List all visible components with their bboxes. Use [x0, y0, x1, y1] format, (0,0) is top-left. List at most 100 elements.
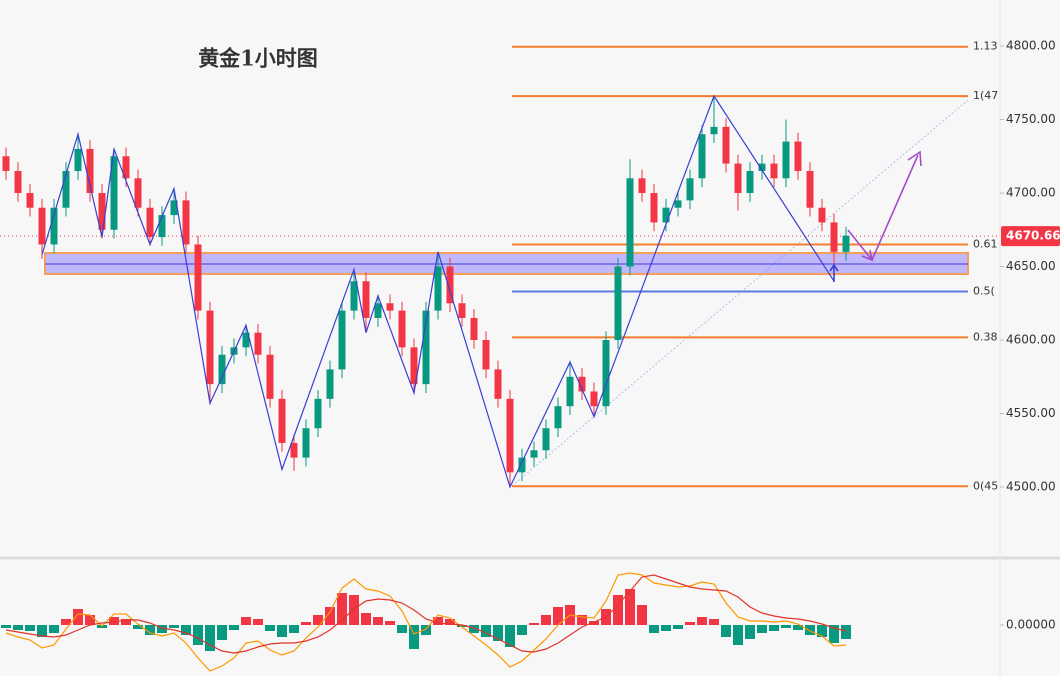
histogram-bar: [349, 595, 359, 625]
candle-body: [374, 303, 382, 318]
candle-body: [686, 178, 694, 201]
candle-body: [26, 193, 34, 208]
histogram-bar: [553, 607, 563, 625]
candle-body: [38, 207, 46, 245]
candle-body: [782, 141, 790, 179]
candle-body: [506, 398, 514, 473]
histogram-bar: [781, 625, 791, 628]
candle-body: [578, 376, 586, 392]
fib-label: 1.13: [973, 40, 998, 53]
candle-body: [134, 178, 142, 208]
candle-body: [86, 148, 94, 194]
fib-label: 1(47: [973, 89, 998, 102]
histogram-bar: [757, 625, 767, 633]
y-tick-label: 4550.00: [1006, 406, 1056, 420]
histogram-bar: [385, 621, 395, 625]
candle-body: [830, 222, 838, 252]
histogram-bar: [121, 619, 131, 625]
candle-body: [182, 200, 190, 245]
candle-body: [698, 134, 706, 179]
histogram-bar: [493, 625, 503, 641]
candle-body: [110, 156, 118, 230]
histogram-bar: [109, 617, 119, 625]
candle-body: [74, 148, 82, 171]
histogram-bar: [409, 625, 419, 649]
candle-body: [638, 178, 646, 194]
histogram-bar: [649, 625, 659, 633]
fib-label: 0.5(: [973, 285, 995, 298]
candle-body: [194, 244, 202, 311]
candle-body: [530, 450, 538, 458]
candle-body: [770, 163, 778, 179]
candle-body: [710, 126, 718, 135]
candle-body: [242, 332, 250, 348]
histogram-bar: [529, 623, 539, 625]
candle-body: [254, 332, 262, 355]
histogram-bar: [829, 625, 839, 643]
candle-body: [14, 170, 22, 194]
signal-arrowhead: [829, 263, 839, 272]
candle-body: [614, 266, 622, 341]
candle-body: [314, 398, 322, 429]
candle-body: [302, 428, 310, 458]
histogram-bar: [181, 625, 191, 635]
y-tick-label: 4600.00: [1006, 333, 1056, 347]
histogram-bar: [577, 615, 587, 625]
signal-line: [5, 574, 847, 654]
candle-body: [290, 442, 298, 458]
histogram-bar: [421, 625, 431, 635]
histogram-bar: [337, 593, 347, 625]
histogram-bar: [517, 625, 527, 635]
histogram-bar: [589, 621, 599, 625]
candle-body: [794, 141, 802, 171]
candle-body: [446, 266, 454, 304]
histogram-bar: [25, 625, 35, 631]
histogram-bar: [733, 625, 743, 645]
candle-body: [674, 200, 682, 208]
histogram-bar: [361, 613, 371, 625]
candle-body: [362, 281, 370, 318]
candle-body: [842, 235, 850, 252]
zone: [44, 251, 969, 276]
histogram-bar: [313, 615, 323, 625]
candle-body: [722, 126, 730, 164]
histogram-bar: [49, 625, 59, 633]
histogram-bar: [721, 625, 731, 637]
histogram-bar: [457, 625, 467, 627]
forecast-arrowhead: [861, 249, 874, 262]
histogram-bar: [445, 619, 455, 625]
candle-body: [266, 354, 274, 399]
last-price-box: [1001, 226, 1060, 247]
histogram-bar: [433, 617, 443, 625]
trend-line: [511, 99, 969, 487]
candle-body: [482, 340, 490, 370]
chart-title: 黄金1小时图: [198, 46, 318, 71]
y-tick-label: 4750.00: [1006, 112, 1056, 126]
candle-body: [278, 398, 286, 443]
candle-body: [758, 163, 766, 171]
histogram-bar: [541, 615, 551, 625]
histogram-bar: [169, 625, 179, 628]
candle-body: [386, 303, 394, 311]
histogram-bar: [265, 625, 275, 631]
histogram-bar: [193, 625, 203, 645]
y-tick-label: 4700.00: [1006, 186, 1056, 200]
candle-body: [170, 200, 178, 216]
candle-body: [806, 170, 814, 208]
indicator-tick-label: 0.00000: [1006, 618, 1056, 632]
candle-body: [662, 207, 670, 223]
histogram-bar: [625, 589, 635, 625]
histogram-bar: [685, 622, 695, 625]
histogram-bar: [817, 625, 827, 637]
histogram-bar: [61, 619, 71, 625]
histogram-bar: [133, 625, 143, 629]
histogram-bar: [637, 605, 647, 625]
histogram-bar: [709, 619, 719, 625]
candle-body: [146, 207, 154, 238]
candle-body: [746, 170, 754, 194]
histogram-bar: [73, 609, 83, 625]
forecast-arrows: [829, 150, 922, 282]
histogram-bar: [253, 619, 263, 625]
candle-body: [458, 303, 466, 318]
